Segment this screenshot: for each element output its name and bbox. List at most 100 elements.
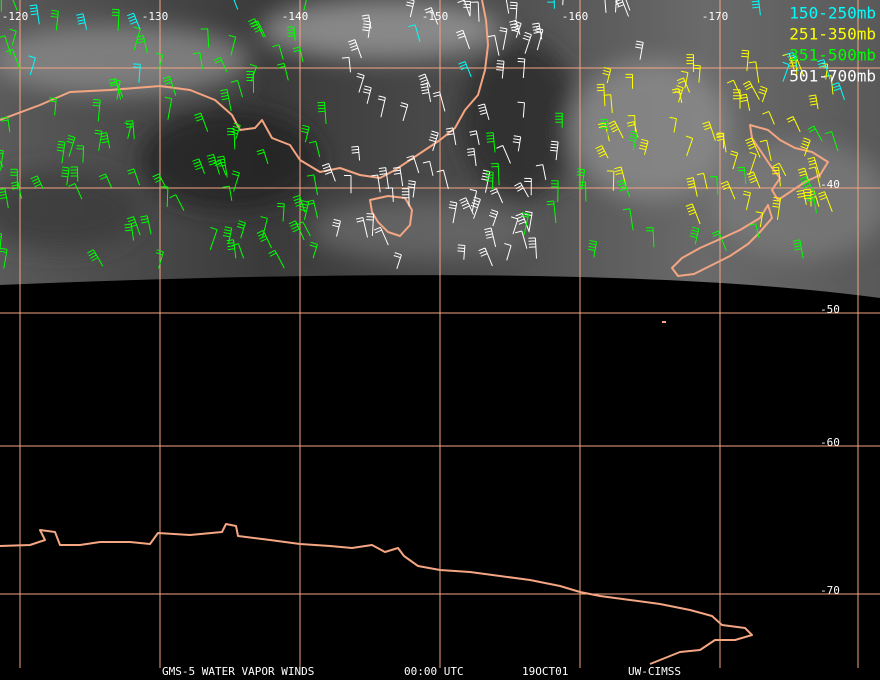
wind-barb xyxy=(817,191,833,212)
wind-barb xyxy=(28,55,36,75)
wind-barb xyxy=(140,215,152,235)
wind-barb xyxy=(484,227,497,248)
wind-barb xyxy=(807,125,823,142)
wind-barb xyxy=(600,118,609,138)
wind-barb xyxy=(797,167,810,183)
wind-barb xyxy=(0,233,2,250)
wind-barb xyxy=(68,183,83,200)
wind-barb xyxy=(300,124,310,143)
wind-barb xyxy=(457,244,466,260)
wind-barb xyxy=(772,162,787,177)
wind-barb xyxy=(466,148,477,166)
legend-entry: 150-250mb xyxy=(789,4,876,23)
wind-barb xyxy=(514,230,528,249)
wind-barb xyxy=(614,166,627,187)
wind-barb xyxy=(771,166,781,187)
wind-barb xyxy=(445,127,457,145)
wind-barb xyxy=(126,12,141,30)
nz-north-coast xyxy=(749,124,829,201)
wind-barb xyxy=(730,150,739,170)
nz-south-coast xyxy=(671,204,773,277)
wind-barb xyxy=(277,62,289,81)
wind-barb xyxy=(806,196,817,213)
wind-barb xyxy=(306,199,319,219)
wind-barb xyxy=(309,241,318,259)
wind-barb xyxy=(192,158,206,174)
wind-barb xyxy=(514,182,529,198)
wind-barb xyxy=(226,239,237,259)
wind-barb xyxy=(407,180,416,198)
wind-barb xyxy=(693,64,701,83)
wind-barb xyxy=(671,88,683,104)
wind-barb xyxy=(272,44,284,60)
wind-barb xyxy=(491,163,500,186)
wind-barb xyxy=(535,27,544,51)
wind-barb xyxy=(66,134,76,157)
wind-barb xyxy=(292,195,306,213)
wind-barb xyxy=(737,166,747,185)
wind-barb xyxy=(0,35,12,56)
wind-barb xyxy=(422,160,434,176)
wind-barb xyxy=(288,220,305,241)
wind-barb xyxy=(463,0,471,16)
wind-barb xyxy=(256,230,272,249)
wind-barb xyxy=(524,177,532,196)
wind-barb xyxy=(504,243,512,261)
wind-barb xyxy=(696,172,708,190)
longitude-label: -170 xyxy=(702,10,729,23)
wind-barb xyxy=(676,77,691,93)
wind-barb xyxy=(578,181,587,202)
wind-barb xyxy=(48,97,57,116)
wind-barb xyxy=(99,132,111,149)
wind-barb xyxy=(499,27,508,50)
wind-barb xyxy=(469,188,478,212)
wind-barb xyxy=(511,216,519,235)
wind-barb xyxy=(299,200,310,221)
wind-barb xyxy=(726,79,743,99)
footer-text: 19OCT01 xyxy=(522,665,568,678)
wind-barb xyxy=(231,170,240,192)
wind-barb xyxy=(807,156,821,179)
wind-barb xyxy=(576,168,586,190)
wind-barb xyxy=(515,212,530,233)
wind-barb xyxy=(681,70,689,89)
wind-barb xyxy=(424,7,439,25)
wind-barb xyxy=(555,112,563,128)
wind-barb xyxy=(509,19,521,35)
wind-barb xyxy=(341,56,351,73)
wind-barb xyxy=(169,194,185,211)
wind-barb xyxy=(206,153,220,175)
wind-barb xyxy=(602,67,612,84)
wind-barb xyxy=(29,4,40,25)
wind-barb xyxy=(98,173,112,188)
wind-barb xyxy=(317,101,327,124)
wind-barb xyxy=(362,20,371,38)
wind-barb xyxy=(124,223,135,241)
wind-barb xyxy=(344,175,352,194)
wind-barb xyxy=(489,188,504,204)
wind-barb xyxy=(517,57,526,78)
wind-barb xyxy=(751,0,761,16)
wind-barb xyxy=(458,61,472,78)
wind-barb xyxy=(378,167,390,189)
wind-barb xyxy=(248,18,264,38)
wind-barb xyxy=(748,223,760,238)
wind-barb xyxy=(0,247,8,269)
wind-barb xyxy=(469,130,480,146)
wind-barb xyxy=(685,135,694,157)
wind-barb xyxy=(366,213,375,237)
wind-barb xyxy=(332,218,341,237)
wind-barb xyxy=(362,85,372,104)
wind-barb xyxy=(223,226,233,244)
wind-barb xyxy=(521,212,530,236)
wind-barb xyxy=(351,145,361,161)
wind-barb xyxy=(478,247,493,267)
wind-barb xyxy=(746,171,761,189)
wind-barb xyxy=(489,209,499,227)
longitude-label: -130 xyxy=(142,10,169,23)
wind-barb xyxy=(645,227,655,248)
footer-text: GMS-5 WATER VAPOR WINDS xyxy=(162,665,314,678)
wind-barb xyxy=(749,151,757,176)
wind-barb xyxy=(547,0,555,9)
wind-barb xyxy=(0,0,2,12)
